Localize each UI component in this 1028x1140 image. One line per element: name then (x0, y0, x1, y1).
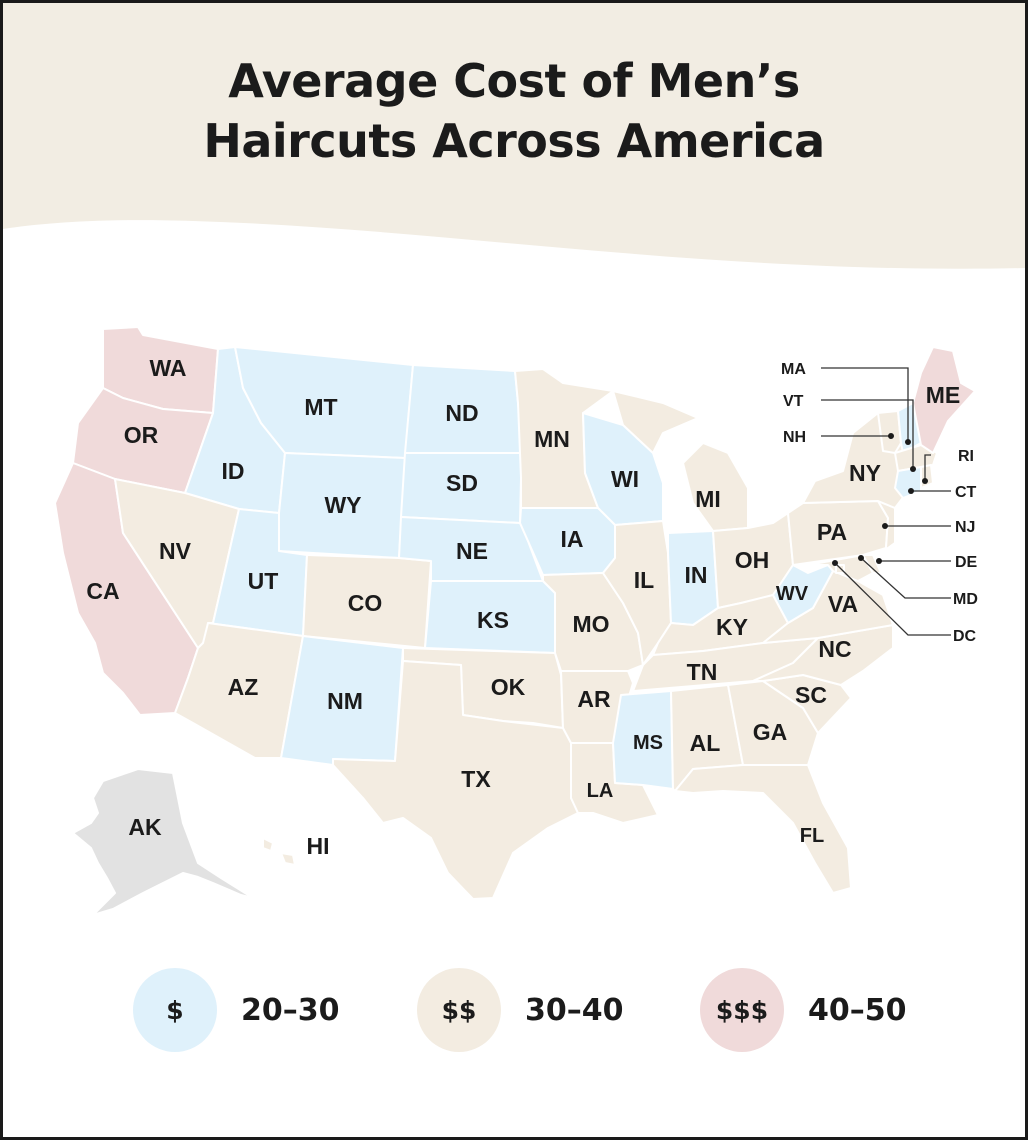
legend-item-tier1: $ 20–30 (133, 968, 340, 1052)
label-wv: WV (776, 583, 809, 605)
label-nm: NM (327, 688, 363, 714)
legend-swatch-tier1: $ (133, 968, 217, 1052)
label-mo: MO (572, 611, 609, 637)
label-tn: TN (687, 659, 718, 685)
label-in: IN (685, 562, 708, 588)
state-de (862, 554, 882, 574)
label-ny: NY (849, 460, 881, 486)
label-nd: ND (445, 400, 478, 426)
label-sc: SC (795, 682, 827, 708)
label-mn: MN (534, 426, 570, 452)
label-wy: WY (324, 492, 361, 518)
callout-nj: NJ (955, 519, 975, 536)
label-va: VA (828, 591, 858, 617)
label-ca: CA (86, 578, 119, 604)
legend-item-tier3: $$$ 40–50 (700, 968, 907, 1052)
callout-ct: CT (955, 484, 977, 501)
legend-range-tier2: 30–40 (525, 992, 624, 1028)
label-wa: WA (149, 355, 186, 381)
state-dc (835, 564, 845, 574)
label-az: AZ (228, 674, 259, 700)
label-ut: UT (248, 568, 279, 594)
page-title: Average Cost of Men’s Haircuts Across Am… (3, 51, 1025, 171)
label-or: OR (124, 422, 159, 448)
callout-leaders (821, 367, 951, 636)
us-map: WA OR CA ID MT WY NV UT CO AZ NM ND SD N… (54, 326, 978, 916)
state-nc (752, 624, 894, 686)
label-ak: AK (128, 814, 162, 840)
callout-md: MD (953, 591, 978, 608)
label-la: LA (587, 780, 614, 802)
state-ak (72, 768, 254, 916)
state-mi (612, 390, 749, 532)
label-ar: AR (577, 686, 611, 712)
label-me: ME (926, 382, 961, 408)
label-ne: NE (456, 538, 488, 564)
label-ky: KY (716, 614, 748, 640)
legend-swatch-tier3: $$$ (700, 968, 784, 1052)
state-wy (278, 452, 406, 559)
label-id: ID (222, 458, 245, 484)
state-ma (894, 444, 938, 472)
title-line-1: Average Cost of Men’s (228, 54, 800, 108)
label-mi: MI (695, 486, 721, 512)
header-wave (3, 3, 1025, 269)
callout-ma: MA (781, 361, 806, 378)
label-nc: NC (818, 636, 851, 662)
callout-de: DE (955, 554, 978, 571)
callout-nh: NH (783, 429, 806, 446)
label-sd: SD (446, 470, 478, 496)
state-ct (894, 466, 922, 499)
label-al: AL (690, 730, 721, 756)
legend-swatch-tier2: $$ (417, 968, 501, 1052)
state-hi (262, 837, 296, 866)
label-ok: OK (491, 674, 526, 700)
state-fl (674, 764, 852, 894)
label-nv: NV (159, 538, 192, 564)
label-hi: HI (307, 833, 330, 859)
header-band (3, 3, 1025, 269)
callout-dc: DC (953, 628, 977, 645)
label-ms: MS (633, 732, 663, 754)
label-pa: PA (817, 519, 847, 545)
legend: $ 20–30 $$ 30–40 $$$ 40–50 (3, 968, 1025, 1058)
label-ia: IA (561, 526, 584, 552)
title-line-2: Haircuts Across America (203, 114, 825, 168)
label-fl: FL (800, 825, 824, 847)
label-mt: MT (304, 394, 337, 420)
label-il: IL (634, 567, 654, 593)
state-me (912, 346, 976, 454)
callout-vt: VT (783, 393, 804, 410)
callout-ri: RI (958, 448, 974, 465)
label-tx: TX (461, 766, 491, 792)
label-oh: OH (735, 547, 770, 573)
label-ks: KS (477, 607, 509, 633)
state-tx (332, 660, 579, 900)
legend-item-tier2: $$ 30–40 (417, 968, 624, 1052)
label-wi: WI (611, 466, 639, 492)
label-ga: GA (753, 719, 788, 745)
legend-range-tier1: 20–30 (241, 992, 340, 1028)
state-vt (877, 410, 902, 454)
label-co: CO (348, 590, 383, 616)
legend-range-tier3: 40–50 (808, 992, 907, 1028)
state-ri (920, 464, 934, 489)
